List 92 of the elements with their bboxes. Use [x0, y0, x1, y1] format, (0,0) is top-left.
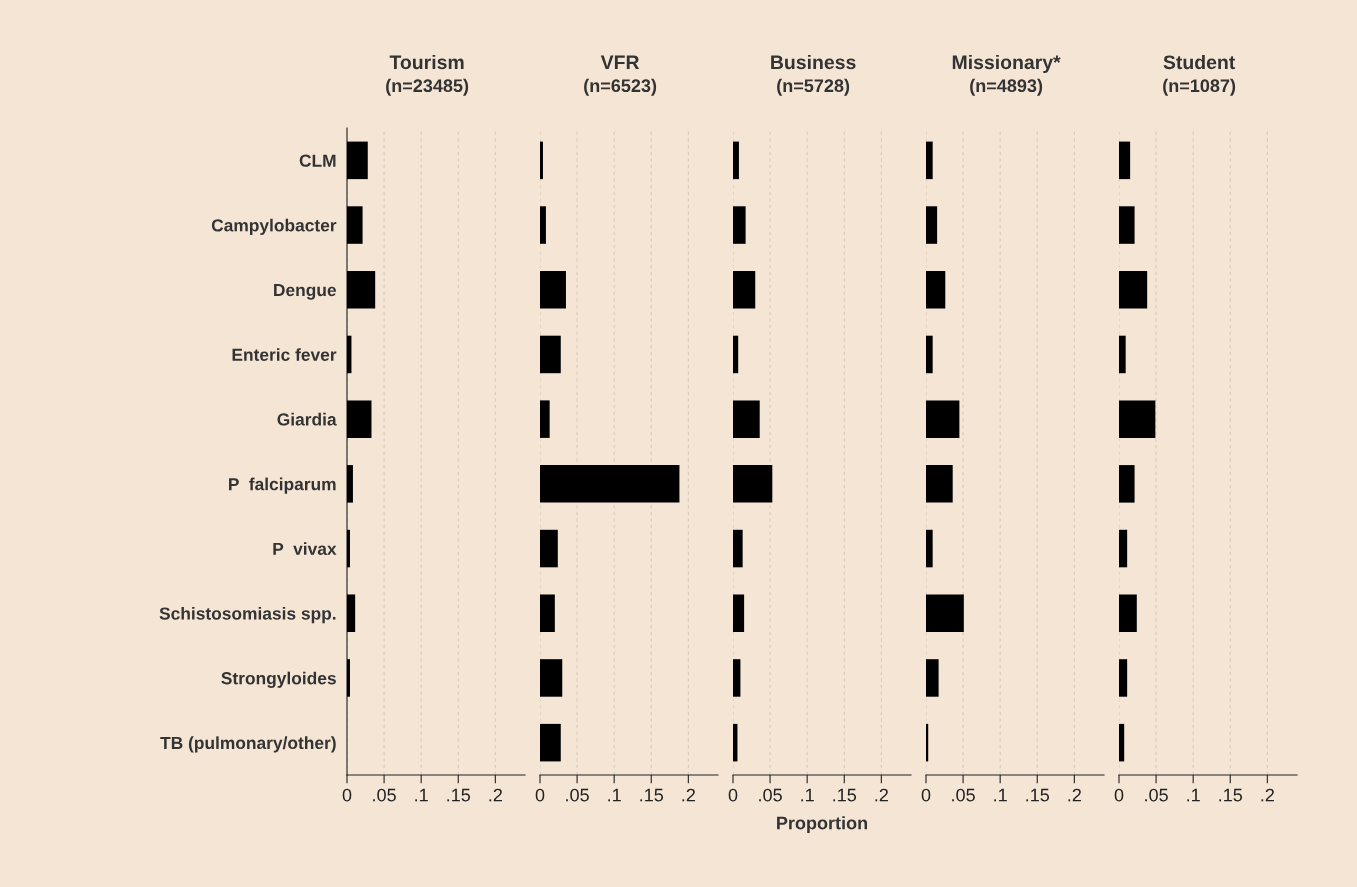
bar — [540, 206, 546, 244]
bar — [733, 335, 739, 374]
x-tick-label: .05 — [759, 788, 782, 802]
bar — [1119, 141, 1131, 180]
y-tick-label: Enteric fever — [232, 348, 337, 361]
bar — [1119, 594, 1137, 633]
y-tick-label: Giardia — [277, 412, 337, 426]
y-tick-label: Strongyloides — [221, 671, 336, 688]
x-tick-label: .1 — [994, 788, 1007, 802]
x-tick-label: 0 — [921, 788, 931, 802]
x-tick-label: .2 — [1261, 788, 1274, 802]
y-tick-label: Dengue — [274, 284, 336, 300]
y-tick-label: Campylobacter — [211, 218, 337, 235]
x-tick-label: .05 — [952, 788, 975, 802]
bar — [926, 594, 964, 633]
bar — [1119, 400, 1156, 438]
bar — [733, 594, 745, 633]
bar — [733, 400, 760, 438]
bar — [733, 529, 743, 568]
bar — [733, 270, 756, 309]
bar — [1119, 723, 1125, 762]
bar — [1119, 335, 1126, 374]
bar — [1119, 659, 1128, 697]
x-tick-label: 0 — [342, 788, 352, 802]
x-tick-label: .15 — [1026, 788, 1050, 802]
x-tick-label: .15 — [447, 788, 471, 802]
x-tick-label: .15 — [1219, 788, 1243, 802]
x-tick-label: 0 — [728, 788, 738, 802]
bar — [347, 141, 368, 180]
bar — [1119, 529, 1128, 568]
y-tick-label: P vivax — [273, 542, 337, 556]
chart-subtitle: (n=5728) — [777, 78, 850, 96]
bar — [347, 206, 363, 244]
chart-title: VFR — [600, 55, 640, 69]
bar — [926, 270, 946, 309]
bar — [926, 465, 953, 503]
chart-title: Student — [1163, 54, 1236, 70]
bar — [540, 270, 566, 309]
bar — [540, 335, 561, 374]
bar — [733, 465, 773, 503]
chart-title: Tourism — [389, 54, 464, 70]
bar — [926, 335, 933, 374]
bar — [926, 400, 960, 438]
bar — [540, 141, 543, 180]
bar — [1119, 270, 1148, 309]
bar — [1119, 465, 1135, 503]
x-tick-label: .1 — [1187, 788, 1200, 802]
x-tick-label: .2 — [489, 788, 502, 802]
x-tick-label: .2 — [875, 788, 888, 802]
bar — [347, 465, 353, 503]
bar — [926, 141, 933, 180]
x-tick-label: .05 — [1145, 788, 1168, 802]
bar — [540, 594, 555, 633]
bar — [540, 723, 561, 762]
bar — [926, 659, 939, 697]
bar — [926, 206, 938, 244]
y-tick-label: Schistosomiasis spp. — [159, 606, 336, 624]
chart-title: Business — [771, 54, 856, 70]
x-tick-label: .2 — [682, 788, 695, 802]
bar — [1119, 206, 1135, 244]
chart-subtitle: (n=23485) — [386, 78, 469, 96]
bar — [347, 529, 350, 568]
y-tick-label: CLM — [299, 154, 336, 167]
bar — [926, 529, 933, 568]
chart-subtitle: (n=1087) — [1163, 78, 1236, 96]
bar — [540, 465, 680, 503]
chart-title: Missionary* — [952, 54, 1061, 73]
bar — [540, 529, 558, 568]
x-tick-label: .1 — [801, 788, 814, 802]
x-axis-title: Proportion — [777, 816, 868, 833]
x-tick-label: .1 — [608, 788, 621, 802]
chart-subtitle: (n=4893) — [970, 78, 1043, 96]
bar — [347, 659, 350, 697]
bar — [733, 141, 739, 180]
x-tick-label: .15 — [640, 788, 664, 802]
y-tick-label: P falciparum — [229, 477, 336, 494]
bar — [733, 659, 741, 697]
y-tick-label: TB (pulmonary/other) — [160, 736, 336, 753]
x-tick-label: .05 — [566, 788, 589, 802]
x-tick-label: .2 — [1068, 788, 1081, 802]
chart-subtitle: (n=6523) — [584, 78, 657, 96]
x-tick-label: .1 — [415, 788, 428, 802]
bar — [347, 594, 356, 633]
bar — [540, 659, 563, 697]
bar — [347, 400, 372, 438]
bar — [733, 206, 746, 244]
bar — [540, 400, 550, 438]
x-tick-label: 0 — [535, 788, 545, 802]
bar — [347, 270, 376, 309]
x-tick-label: .05 — [373, 788, 396, 802]
x-tick-label: .15 — [833, 788, 857, 802]
x-tick-label: 0 — [1114, 788, 1124, 802]
